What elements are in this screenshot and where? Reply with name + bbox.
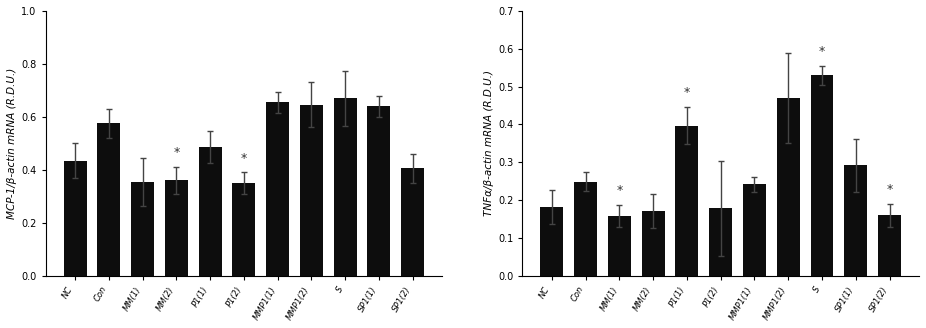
Bar xyxy=(131,182,154,276)
Bar xyxy=(541,207,563,276)
Bar xyxy=(300,105,323,276)
Text: *: * xyxy=(886,183,893,196)
Bar xyxy=(878,215,901,276)
Bar xyxy=(743,184,766,276)
Bar xyxy=(333,98,357,276)
Y-axis label: MCP-1/β-actin mRNA (R.D.U.): MCP-1/β-actin mRNA (R.D.U.) xyxy=(6,68,17,219)
Bar xyxy=(232,183,256,276)
Bar xyxy=(574,182,597,276)
Bar xyxy=(845,165,868,276)
Y-axis label: TNFα/β-actin mRNA (R.D.U.): TNFα/β-actin mRNA (R.D.U.) xyxy=(483,70,494,216)
Bar xyxy=(97,123,120,276)
Bar xyxy=(401,169,424,276)
Bar xyxy=(198,147,221,276)
Bar xyxy=(777,98,800,276)
Bar xyxy=(266,102,289,276)
Text: *: * xyxy=(617,184,622,197)
Text: *: * xyxy=(819,45,825,58)
Bar xyxy=(368,106,391,276)
Text: *: * xyxy=(241,152,247,165)
Bar xyxy=(675,126,698,276)
Bar xyxy=(64,160,86,276)
Text: *: * xyxy=(683,87,690,99)
Text: *: * xyxy=(173,146,180,159)
Bar xyxy=(709,208,732,276)
Bar xyxy=(608,216,631,276)
Bar xyxy=(165,180,188,276)
Bar xyxy=(642,211,665,276)
Bar xyxy=(810,75,833,276)
